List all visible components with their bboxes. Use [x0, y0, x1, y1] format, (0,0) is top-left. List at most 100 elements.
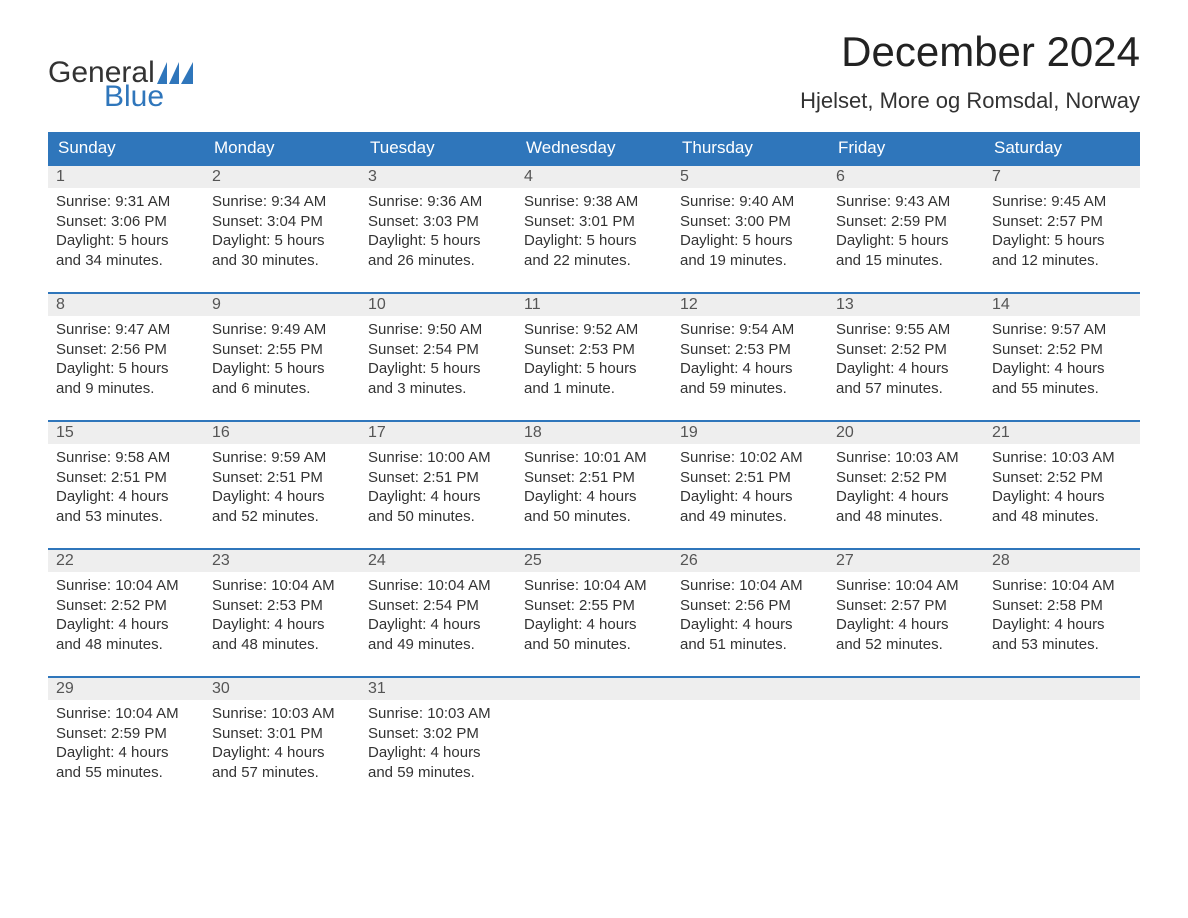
- calendar-day-cell: 12Sunrise: 9:54 AMSunset: 2:53 PMDayligh…: [672, 293, 828, 421]
- day-body: Sunrise: 10:04 AMSunset: 2:59 PMDaylight…: [48, 700, 204, 804]
- sunrise-line: Sunrise: 9:54 AM: [680, 320, 820, 340]
- day-body: Sunrise: 10:04 AMSunset: 2:53 PMDaylight…: [204, 572, 360, 676]
- sunrise-line: Sunrise: 10:00 AM: [368, 448, 508, 468]
- calendar-day-cell: 31Sunrise: 10:03 AMSunset: 3:02 PMDaylig…: [360, 677, 516, 804]
- sunset-line: Sunset: 2:59 PM: [836, 212, 976, 232]
- daylight-line: Daylight: 5 hours and 12 minutes.: [992, 231, 1132, 270]
- sunset-line: Sunset: 3:04 PM: [212, 212, 352, 232]
- day-body: Sunrise: 10:04 AMSunset: 2:54 PMDaylight…: [360, 572, 516, 676]
- day-body: Sunrise: 9:52 AMSunset: 2:53 PMDaylight:…: [516, 316, 672, 420]
- daylight-line: Daylight: 4 hours and 55 minutes.: [56, 743, 196, 782]
- day-body: Sunrise: 9:43 AMSunset: 2:59 PMDaylight:…: [828, 188, 984, 292]
- day-body: Sunrise: 9:55 AMSunset: 2:52 PMDaylight:…: [828, 316, 984, 420]
- sunrise-line: Sunrise: 10:04 AM: [368, 576, 508, 596]
- day-number: 1: [48, 166, 204, 188]
- calendar-day-cell: 20Sunrise: 10:03 AMSunset: 2:52 PMDaylig…: [828, 421, 984, 549]
- daylight-line: Daylight: 5 hours and 34 minutes.: [56, 231, 196, 270]
- daylight-line: Daylight: 4 hours and 48 minutes.: [56, 615, 196, 654]
- sunrise-line: Sunrise: 9:40 AM: [680, 192, 820, 212]
- weekday-header: Wednesday: [516, 132, 672, 165]
- sunrise-line: Sunrise: 9:58 AM: [56, 448, 196, 468]
- day-body: Sunrise: 10:03 AMSunset: 2:52 PMDaylight…: [828, 444, 984, 548]
- calendar-day-cell: 30Sunrise: 10:03 AMSunset: 3:01 PMDaylig…: [204, 677, 360, 804]
- day-number: 2: [204, 166, 360, 188]
- day-body: Sunrise: 9:31 AMSunset: 3:06 PMDaylight:…: [48, 188, 204, 292]
- sunset-line: Sunset: 2:54 PM: [368, 340, 508, 360]
- day-number: [984, 678, 1140, 700]
- daylight-line: Daylight: 5 hours and 22 minutes.: [524, 231, 664, 270]
- calendar-day-cell: 14Sunrise: 9:57 AMSunset: 2:52 PMDayligh…: [984, 293, 1140, 421]
- day-body: Sunrise: 10:04 AMSunset: 2:58 PMDaylight…: [984, 572, 1140, 676]
- calendar-day-cell: 8Sunrise: 9:47 AMSunset: 2:56 PMDaylight…: [48, 293, 204, 421]
- weekday-header: Friday: [828, 132, 984, 165]
- day-number: 22: [48, 550, 204, 572]
- sunset-line: Sunset: 2:53 PM: [524, 340, 664, 360]
- sunset-line: Sunset: 2:55 PM: [524, 596, 664, 616]
- sunset-line: Sunset: 2:53 PM: [212, 596, 352, 616]
- sunset-line: Sunset: 2:52 PM: [56, 596, 196, 616]
- day-number: 19: [672, 422, 828, 444]
- day-body: Sunrise: 10:04 AMSunset: 2:56 PMDaylight…: [672, 572, 828, 676]
- calendar-day-cell: 2Sunrise: 9:34 AMSunset: 3:04 PMDaylight…: [204, 165, 360, 293]
- sunrise-line: Sunrise: 9:55 AM: [836, 320, 976, 340]
- sunrise-line: Sunrise: 10:02 AM: [680, 448, 820, 468]
- daylight-line: Daylight: 5 hours and 6 minutes.: [212, 359, 352, 398]
- day-number: [828, 678, 984, 700]
- title-block: December 2024 Hjelset, More og Romsdal, …: [800, 28, 1140, 114]
- day-body: Sunrise: 9:57 AMSunset: 2:52 PMDaylight:…: [984, 316, 1140, 420]
- calendar-week-row: 1Sunrise: 9:31 AMSunset: 3:06 PMDaylight…: [48, 165, 1140, 293]
- sunset-line: Sunset: 2:57 PM: [992, 212, 1132, 232]
- daylight-line: Daylight: 4 hours and 53 minutes.: [56, 487, 196, 526]
- calendar-day-cell: 26Sunrise: 10:04 AMSunset: 2:56 PMDaylig…: [672, 549, 828, 677]
- day-number: 6: [828, 166, 984, 188]
- daylight-line: Daylight: 4 hours and 50 minutes.: [524, 487, 664, 526]
- day-number: 25: [516, 550, 672, 572]
- day-number: 7: [984, 166, 1140, 188]
- calendar-day-cell: 15Sunrise: 9:58 AMSunset: 2:51 PMDayligh…: [48, 421, 204, 549]
- sunrise-line: Sunrise: 9:31 AM: [56, 192, 196, 212]
- sunrise-line: Sunrise: 9:36 AM: [368, 192, 508, 212]
- day-body: Sunrise: 10:04 AMSunset: 2:52 PMDaylight…: [48, 572, 204, 676]
- calendar-day-cell: 16Sunrise: 9:59 AMSunset: 2:51 PMDayligh…: [204, 421, 360, 549]
- sunrise-line: Sunrise: 9:50 AM: [368, 320, 508, 340]
- sunset-line: Sunset: 3:06 PM: [56, 212, 196, 232]
- calendar-day-cell: 23Sunrise: 10:04 AMSunset: 2:53 PMDaylig…: [204, 549, 360, 677]
- day-number: 18: [516, 422, 672, 444]
- sunset-line: Sunset: 2:56 PM: [680, 596, 820, 616]
- sunrise-line: Sunrise: 10:03 AM: [212, 704, 352, 724]
- day-number: 29: [48, 678, 204, 700]
- sunrise-line: Sunrise: 10:03 AM: [836, 448, 976, 468]
- day-body: [672, 700, 828, 796]
- day-number: [516, 678, 672, 700]
- sunset-line: Sunset: 2:51 PM: [524, 468, 664, 488]
- sunrise-line: Sunrise: 9:49 AM: [212, 320, 352, 340]
- sunrise-line: Sunrise: 9:43 AM: [836, 192, 976, 212]
- calendar-week-row: 22Sunrise: 10:04 AMSunset: 2:52 PMDaylig…: [48, 549, 1140, 677]
- day-number: 8: [48, 294, 204, 316]
- day-body: Sunrise: 10:04 AMSunset: 2:57 PMDaylight…: [828, 572, 984, 676]
- day-body: Sunrise: 9:34 AMSunset: 3:04 PMDaylight:…: [204, 188, 360, 292]
- sunset-line: Sunset: 2:51 PM: [680, 468, 820, 488]
- sunset-line: Sunset: 2:52 PM: [836, 340, 976, 360]
- calendar-day-cell: 3Sunrise: 9:36 AMSunset: 3:03 PMDaylight…: [360, 165, 516, 293]
- calendar-day-cell: 17Sunrise: 10:00 AMSunset: 2:51 PMDaylig…: [360, 421, 516, 549]
- day-number: 13: [828, 294, 984, 316]
- daylight-line: Daylight: 4 hours and 48 minutes.: [212, 615, 352, 654]
- daylight-line: Daylight: 4 hours and 50 minutes.: [368, 487, 508, 526]
- month-title: December 2024: [800, 28, 1140, 76]
- day-body: Sunrise: 9:38 AMSunset: 3:01 PMDaylight:…: [516, 188, 672, 292]
- sunrise-line: Sunrise: 10:03 AM: [368, 704, 508, 724]
- daylight-line: Daylight: 5 hours and 30 minutes.: [212, 231, 352, 270]
- sunset-line: Sunset: 2:52 PM: [836, 468, 976, 488]
- calendar-week-row: 15Sunrise: 9:58 AMSunset: 2:51 PMDayligh…: [48, 421, 1140, 549]
- day-body: Sunrise: 9:45 AMSunset: 2:57 PMDaylight:…: [984, 188, 1140, 292]
- sunset-line: Sunset: 3:00 PM: [680, 212, 820, 232]
- calendar-day-cell: 21Sunrise: 10:03 AMSunset: 2:52 PMDaylig…: [984, 421, 1140, 549]
- calendar-empty-cell: [516, 677, 672, 804]
- daylight-line: Daylight: 4 hours and 49 minutes.: [368, 615, 508, 654]
- calendar-empty-cell: [984, 677, 1140, 804]
- day-body: Sunrise: 10:04 AMSunset: 2:55 PMDaylight…: [516, 572, 672, 676]
- daylight-line: Daylight: 4 hours and 59 minutes.: [680, 359, 820, 398]
- sunrise-line: Sunrise: 9:59 AM: [212, 448, 352, 468]
- day-body: Sunrise: 9:59 AMSunset: 2:51 PMDaylight:…: [204, 444, 360, 548]
